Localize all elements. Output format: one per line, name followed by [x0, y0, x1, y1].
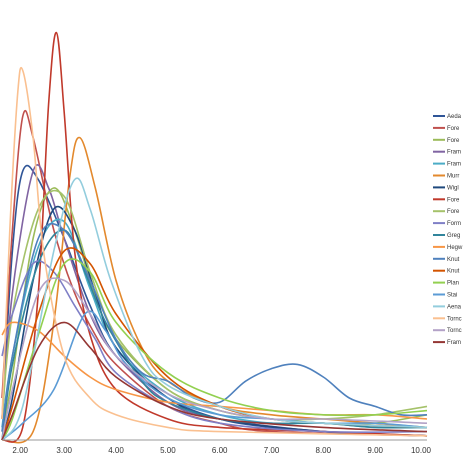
legend-label: Greg: [447, 233, 460, 239]
series-line-6: [1, 136, 428, 444]
legend-label: Fore: [447, 197, 460, 203]
legend: Aeda Fore Fore Fram Fram Murr Wigl Fore Fore Form…: [433, 114, 463, 346]
series-line-15: [1, 258, 428, 441]
legend-label: Knut: [447, 269, 460, 275]
legend-label: Fore: [447, 209, 460, 215]
plot-lines: [1, 31, 428, 444]
x-tick-label: 2.00: [12, 446, 28, 455]
legend-label: Plan: [447, 281, 459, 287]
legend-label: Tornc: [447, 328, 462, 334]
x-tick-label: 4.00: [108, 446, 124, 455]
legend-label: Fram: [447, 150, 461, 156]
legend-label: Form: [447, 221, 461, 227]
x-tick-label: 5.00: [160, 446, 176, 455]
x-tick-label: 8.00: [316, 446, 332, 455]
legend-label: Stai: [447, 293, 457, 299]
series-line-2: [1, 109, 428, 437]
series-line-19: [1, 277, 428, 441]
series-line-14: [1, 247, 428, 441]
legend-label: Fore: [447, 126, 460, 132]
series-line-9: [1, 189, 428, 421]
legend-label: Aeda: [447, 114, 462, 120]
series-line-20: [1, 321, 428, 441]
x-tick-label: 7.00: [264, 446, 280, 455]
legend-label: Murr: [447, 174, 459, 180]
x-tick-label: 9.00: [367, 446, 383, 455]
series-line-17: [1, 177, 428, 441]
legend-label: Hegw: [447, 245, 463, 251]
legend-label: Tornc: [447, 316, 462, 322]
series-line-18: [1, 66, 428, 437]
series-line-13: [1, 222, 428, 432]
legend-label: Aena: [447, 304, 462, 310]
x-axis-ticks: 2.00 3.00 4.00 5.00 6.00 7.00 8.00 9.00 10.00: [12, 446, 431, 455]
legend-label: Wigl: [447, 185, 459, 191]
x-tick-label: 10.00: [411, 446, 432, 455]
series-line-8: [1, 31, 428, 443]
x-tick-label: 6.00: [212, 446, 228, 455]
legend-label: Knut: [447, 257, 460, 263]
x-tick-label: 3.00: [56, 446, 72, 455]
legend-label: Fore: [447, 138, 460, 144]
legend-label: Fram: [447, 162, 461, 168]
legend-label: Fram: [447, 340, 461, 346]
